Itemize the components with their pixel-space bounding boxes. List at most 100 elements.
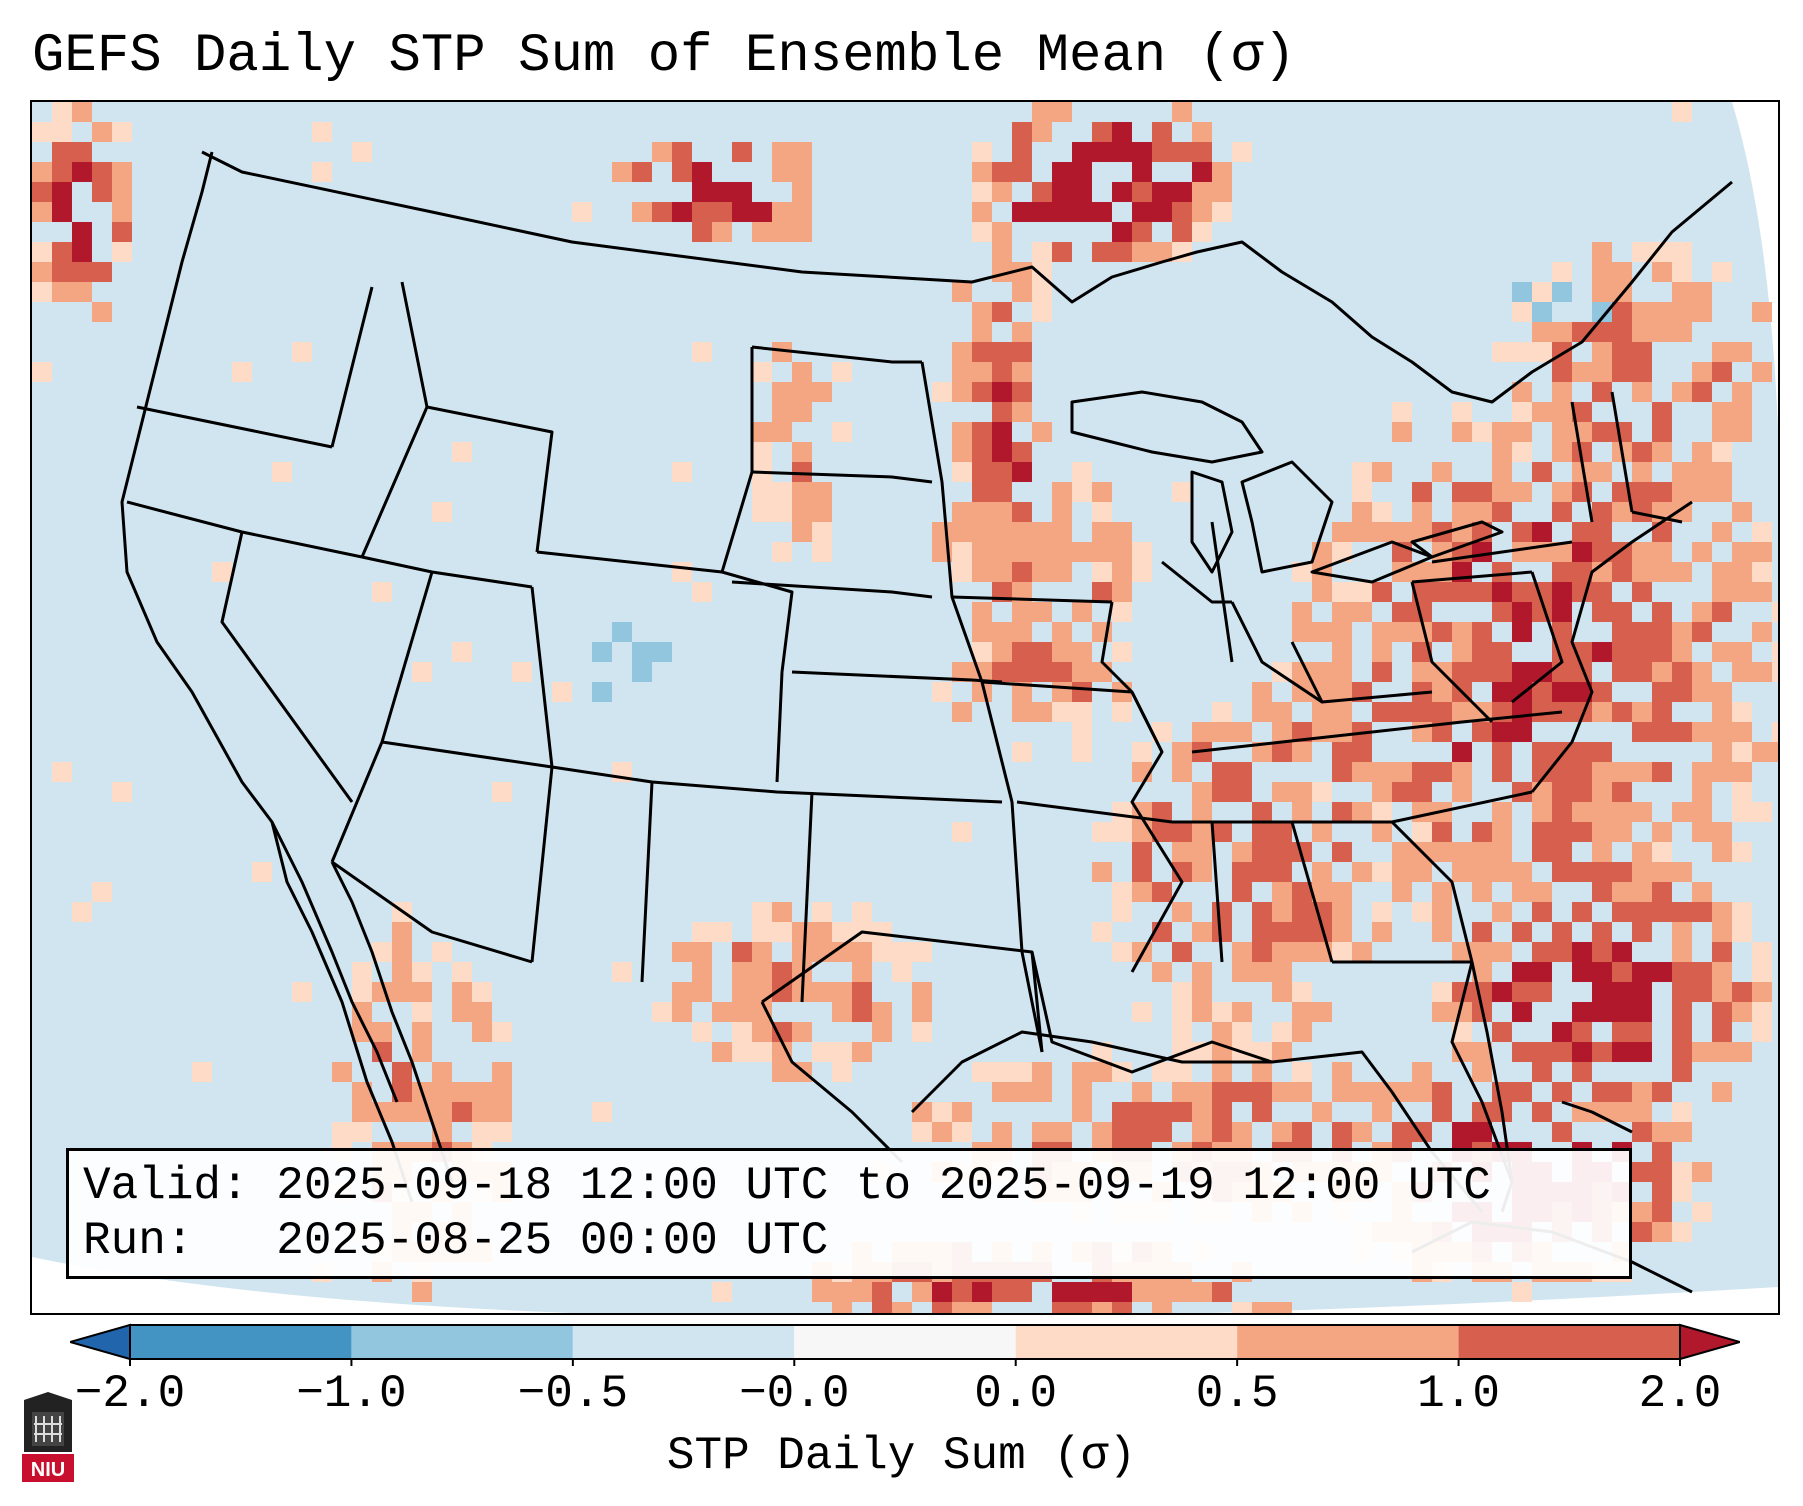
stp-cell <box>392 1102 412 1122</box>
stp-cell <box>1512 862 1532 882</box>
stp-cell <box>1272 1022 1292 1042</box>
stp-cell <box>1232 962 1252 982</box>
stp-cell <box>972 562 992 582</box>
stp-cell <box>1032 182 1052 202</box>
stp-cell <box>92 122 112 142</box>
stp-cell <box>1652 562 1672 582</box>
stp-cell <box>1052 162 1072 182</box>
stp-cell <box>1072 602 1092 622</box>
stp-cell <box>1512 1002 1532 1022</box>
stp-cell <box>1492 682 1512 702</box>
stp-cell <box>812 1042 832 1062</box>
stp-cell <box>1632 622 1652 642</box>
stp-cell <box>1472 922 1492 942</box>
stp-cell <box>1432 1082 1452 1102</box>
stp-cell <box>1712 582 1732 602</box>
stp-cell <box>812 482 832 502</box>
stp-cell <box>1612 762 1632 782</box>
stp-cell <box>1012 542 1032 562</box>
stp-cell-negative <box>1532 302 1552 322</box>
stp-cell <box>452 1002 472 1022</box>
stp-cell <box>92 182 112 202</box>
stp-cell <box>1272 982 1292 1002</box>
stp-cell <box>1012 322 1032 342</box>
stp-cell <box>1652 822 1672 842</box>
stp-cell <box>1672 1062 1692 1082</box>
stp-cell <box>612 162 632 182</box>
stp-cell <box>1412 782 1432 802</box>
stp-cell <box>1332 802 1352 822</box>
stp-cell <box>1592 362 1612 382</box>
stp-cell <box>1572 1062 1592 1082</box>
stp-cell <box>1352 1082 1372 1102</box>
stp-cell <box>1752 362 1772 382</box>
stp-cell <box>1532 822 1552 842</box>
stp-cell <box>1612 982 1632 1002</box>
stp-cell <box>1292 742 1312 762</box>
stp-cell <box>832 1002 852 1022</box>
stp-cell <box>1272 962 1292 982</box>
stp-cell <box>932 1122 952 1142</box>
stp-cell <box>112 782 132 802</box>
stp-cell <box>1552 802 1572 822</box>
stp-cell <box>1272 922 1292 942</box>
stp-cell <box>1252 862 1272 882</box>
stp-cell <box>672 1002 692 1022</box>
stp-cell <box>1112 942 1132 962</box>
stp-cell <box>1612 502 1632 522</box>
colorbar-segments <box>70 1323 1740 1366</box>
stp-cell <box>1012 1282 1032 1302</box>
stp-map[interactable] <box>32 102 1778 1313</box>
stp-cell <box>772 402 792 422</box>
stp-cell <box>812 542 832 562</box>
stp-cell <box>1592 742 1612 762</box>
stp-cell <box>1032 642 1052 662</box>
stp-cell <box>972 162 992 182</box>
stp-cell <box>1672 802 1692 822</box>
stp-cell <box>1672 282 1692 302</box>
stp-cell <box>1172 762 1192 782</box>
stp-cell <box>1132 562 1152 582</box>
stp-cell <box>312 122 332 142</box>
stp-cell <box>1092 662 1112 682</box>
stp-cell <box>1592 962 1612 982</box>
stp-cell <box>1672 1102 1692 1122</box>
stp-cell <box>1572 442 1592 462</box>
stp-cell <box>1132 862 1152 882</box>
stp-cell <box>1532 902 1552 922</box>
outside-domain <box>32 1257 1778 1313</box>
run-line: Run: 2025-08-25 00:00 UTC <box>83 1215 829 1267</box>
stp-cell <box>1652 242 1672 262</box>
stp-cell <box>1712 442 1732 462</box>
stp-cell <box>1232 1022 1252 1042</box>
stp-cell <box>1692 982 1712 1002</box>
stp-cell <box>72 262 92 282</box>
stp-cell <box>1512 982 1532 1002</box>
stp-cell <box>1472 542 1492 562</box>
stp-cell <box>1672 482 1692 502</box>
stp-cell <box>692 1022 712 1042</box>
stp-cell <box>1632 302 1652 322</box>
stp-cell <box>752 902 772 922</box>
stp-cell <box>1632 842 1652 862</box>
stp-cell <box>832 942 852 962</box>
stp-cell <box>1632 462 1652 482</box>
stp-cell <box>1552 322 1572 342</box>
stp-cell <box>1732 1002 1752 1022</box>
stp-cell <box>1692 542 1712 562</box>
stp-cell <box>612 962 632 982</box>
stp-cell <box>1632 1042 1652 1062</box>
stp-cell <box>1052 562 1072 582</box>
stp-cell <box>1332 1062 1352 1082</box>
stp-cell <box>52 182 72 202</box>
stp-cell <box>1552 922 1572 942</box>
stp-cell <box>1572 742 1592 762</box>
stp-cell <box>52 122 72 142</box>
stp-cell <box>1052 642 1072 662</box>
stp-cell <box>932 1102 952 1122</box>
stp-cell <box>1152 802 1172 822</box>
stp-cell <box>1752 802 1772 822</box>
stp-cell <box>1452 742 1472 762</box>
stp-cell <box>1372 862 1392 882</box>
stp-cell <box>1172 1022 1192 1042</box>
